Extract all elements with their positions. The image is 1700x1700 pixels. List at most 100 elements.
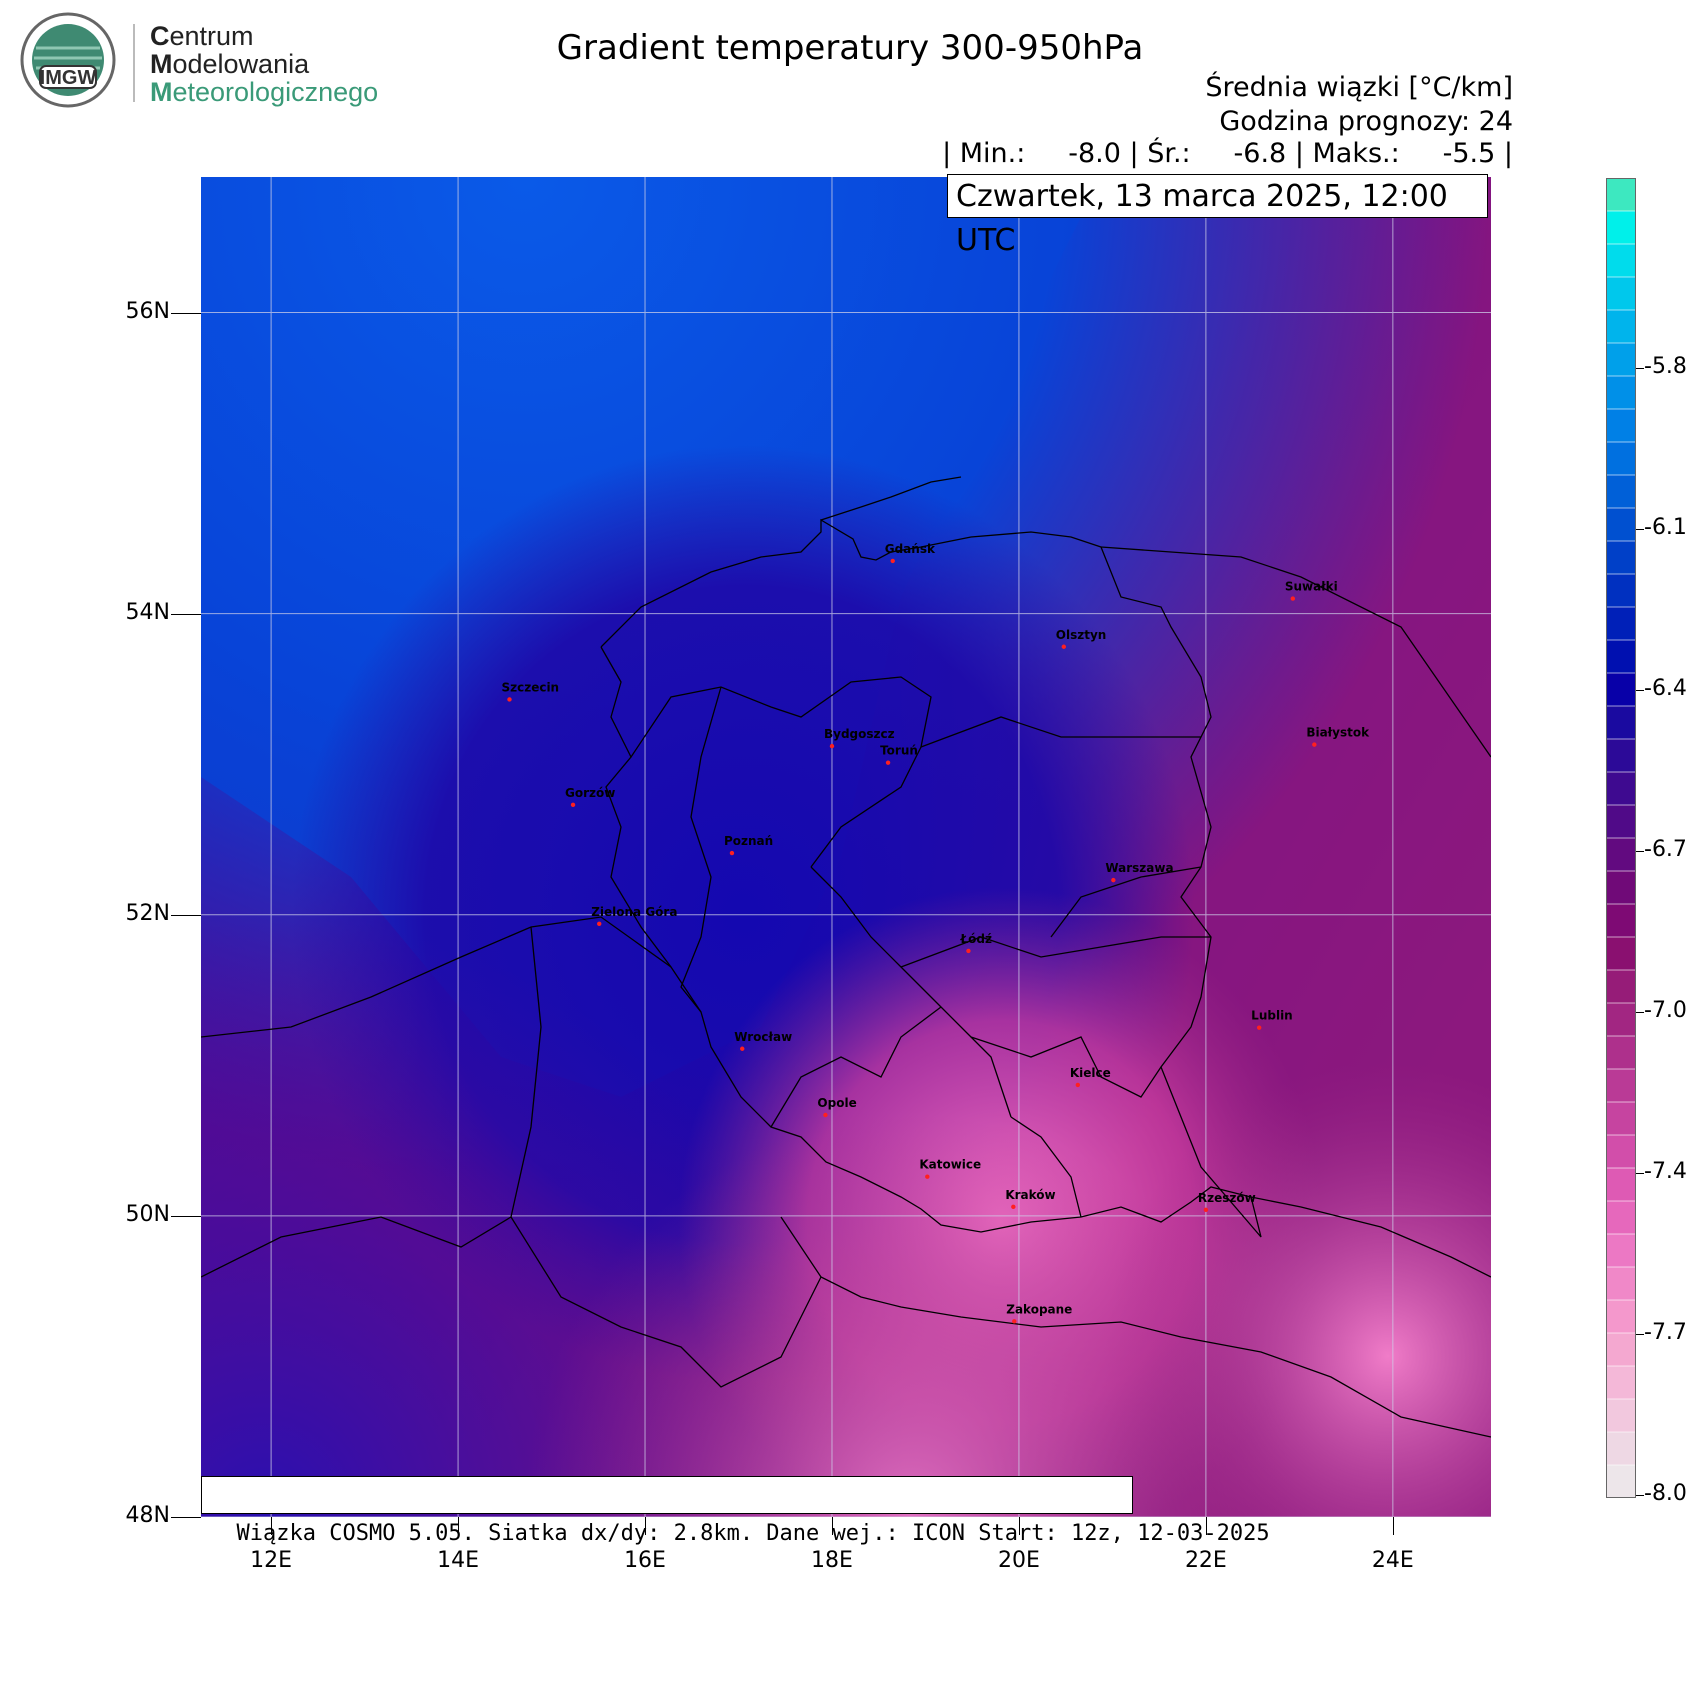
voivodeship-4 (900, 936, 1211, 968)
city-dot (1075, 1082, 1081, 1088)
colorbar-segment (1606, 771, 1636, 806)
lon-label: 20E (997, 1548, 1040, 1573)
date-label-box: Czwartek, 13 marca 2025, 12:00 UTC (947, 174, 1488, 258)
colorbar-label: -8.0 (1644, 1481, 1687, 1506)
city-label: Szczecin (501, 680, 559, 694)
voivodeship-9 (1050, 866, 1202, 938)
city-label: Białystok (1306, 726, 1370, 740)
colorbar-segment (1606, 243, 1636, 278)
lat-tick (171, 613, 201, 615)
colorbar-segment (1606, 672, 1636, 707)
colorbar-label: -7.7 (1644, 1320, 1687, 1345)
colorbar-segment (1606, 178, 1636, 212)
city-dot (1256, 1025, 1262, 1030)
city-dot (1203, 1207, 1209, 1213)
city-label: Rzeszów (1198, 1191, 1256, 1205)
west-border (201, 916, 672, 1038)
map-gridlines (201, 177, 1491, 1517)
south-border (780, 1216, 1491, 1438)
imgw-logo-badge: IMGW (20, 12, 116, 108)
city-dot (885, 760, 891, 765)
southwest-border (201, 1216, 512, 1278)
city-dot (740, 1046, 745, 1051)
date-label: Czwartek, 13 marca 2025, 12:00 UTC (956, 179, 1448, 258)
units-label: Średnia wiązki [°C/km] (1205, 72, 1513, 103)
lat-tick (171, 312, 201, 314)
colorbar-segment (1606, 375, 1636, 410)
city-label: Toruń (880, 744, 918, 758)
colorbar-label: -7.0 (1644, 998, 1687, 1023)
city-dot (966, 948, 971, 954)
colorbar-segment (1606, 342, 1636, 377)
colorbar-tick (1636, 529, 1644, 530)
baltic-coastline (600, 518, 1102, 648)
city-label: Kraków (1005, 1188, 1055, 1202)
colorbar-segment (1606, 441, 1636, 476)
lon-label: 16E (624, 1548, 666, 1573)
colorbar-label: -5.8 (1644, 354, 1687, 379)
colorbar-segment (1606, 606, 1636, 641)
lat-label: 48N (125, 1503, 170, 1528)
colorbar-label: -6.4 (1644, 676, 1687, 701)
city-dot (1290, 596, 1296, 601)
lat-label: 50N (125, 1201, 170, 1227)
city-label: Katowice (919, 1158, 981, 1172)
city-label: Gdańsk (885, 542, 936, 556)
city-dot (1312, 742, 1317, 747)
colorbar-segment (1606, 507, 1636, 542)
city-dot (1012, 1319, 1017, 1324)
colorbar-tick (1636, 690, 1644, 691)
city-label: Opole (817, 1096, 856, 1110)
lat-tick (171, 1215, 201, 1217)
city-dot (597, 921, 602, 926)
city-label: Olsztyn (1056, 628, 1107, 642)
map-title: Gradient temperatury 300-950hPa (556, 28, 1144, 68)
colorbar-segment (1606, 573, 1636, 608)
czech-border (510, 926, 822, 1388)
logo-line-3-rest: eteorologicznego (172, 77, 379, 107)
logo-line-2-rest: odelowania (172, 49, 310, 79)
voivodeship-6 (1010, 1116, 1082, 1218)
colorbar-segment (1606, 738, 1636, 773)
city-label: Poznań (724, 834, 773, 848)
city-label: Warszawa (1105, 861, 1173, 875)
colorbar-segment (1606, 969, 1636, 1004)
colorbar-segment (1606, 1266, 1636, 1301)
lon-tick (1392, 1517, 1394, 1535)
colorbar-segment (1606, 1167, 1636, 1202)
logo-text: Centrum Modelowania Meteorologicznego (150, 22, 378, 106)
colorbar-segment (1606, 639, 1636, 674)
city-dot (507, 697, 512, 702)
city-label: Wrocław (734, 1030, 792, 1044)
city-label: Zielona Góra (591, 905, 677, 919)
voivodeship-2 (810, 866, 1012, 1118)
colorbar-segment (1606, 705, 1636, 740)
city-label: Bydgoszcz (824, 727, 895, 741)
colorbar-segment (1606, 1035, 1636, 1070)
city-dot (1011, 1204, 1016, 1210)
lat-label: 54N (125, 599, 170, 625)
colorbar-label: -7.4 (1644, 1159, 1687, 1184)
colorbar-tick (1636, 1495, 1644, 1496)
lon-label: 22E (1184, 1548, 1227, 1573)
colorbar-segment (1606, 309, 1636, 344)
voivodeship-3 (920, 716, 1201, 748)
forecast-map: Gdańsk Suwałki Olsztyn Białystok Szczecin Byd… (201, 177, 1491, 1517)
colorbar-tick (1636, 1012, 1644, 1013)
colorbar-segment (1606, 1068, 1636, 1103)
colorbar-segment (1606, 474, 1636, 509)
stats-line: | Min.: -8.0 | Śr.: -6.8 | Maks.: -5.5 | (942, 138, 1513, 169)
model-info-text: Wiązka COSMO 5.05. Siatka dx/dy: 2.8km. … (236, 1521, 1270, 1546)
colorbar-tick (1636, 1334, 1644, 1335)
lon-label: 14E (437, 1548, 480, 1573)
city-dot (925, 1174, 930, 1179)
colorbar-segment (1606, 1002, 1636, 1037)
model-info-box: Wiązka COSMO 5.05. Siatka dx/dy: 2.8km. … (201, 1476, 1270, 1546)
city-label: Gorzów (565, 786, 615, 800)
voivodeship-5 (680, 686, 722, 1013)
city-dot (823, 1112, 828, 1118)
lon-tick (271, 1517, 273, 1535)
lat-tick (171, 1517, 201, 1518)
lon-tick (831, 1517, 833, 1535)
colorbar-segment (1606, 276, 1636, 311)
